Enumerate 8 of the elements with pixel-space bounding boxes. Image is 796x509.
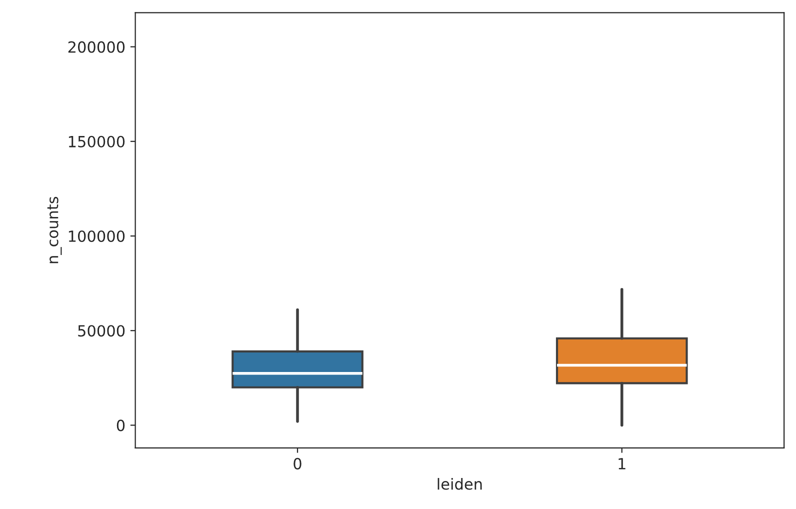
x-axis-title: leiden	[438, 478, 482, 490]
y-tick-label: 0	[116, 420, 125, 432]
y-axis-title: n_counts	[47, 196, 62, 264]
y-tick-label: 200000	[68, 41, 125, 53]
y-tick-label: 50000	[78, 325, 125, 337]
x-tick-label: 1	[618, 458, 626, 470]
y-tick-label: 150000	[68, 136, 125, 148]
y-tick-label: 100000	[68, 230, 125, 242]
